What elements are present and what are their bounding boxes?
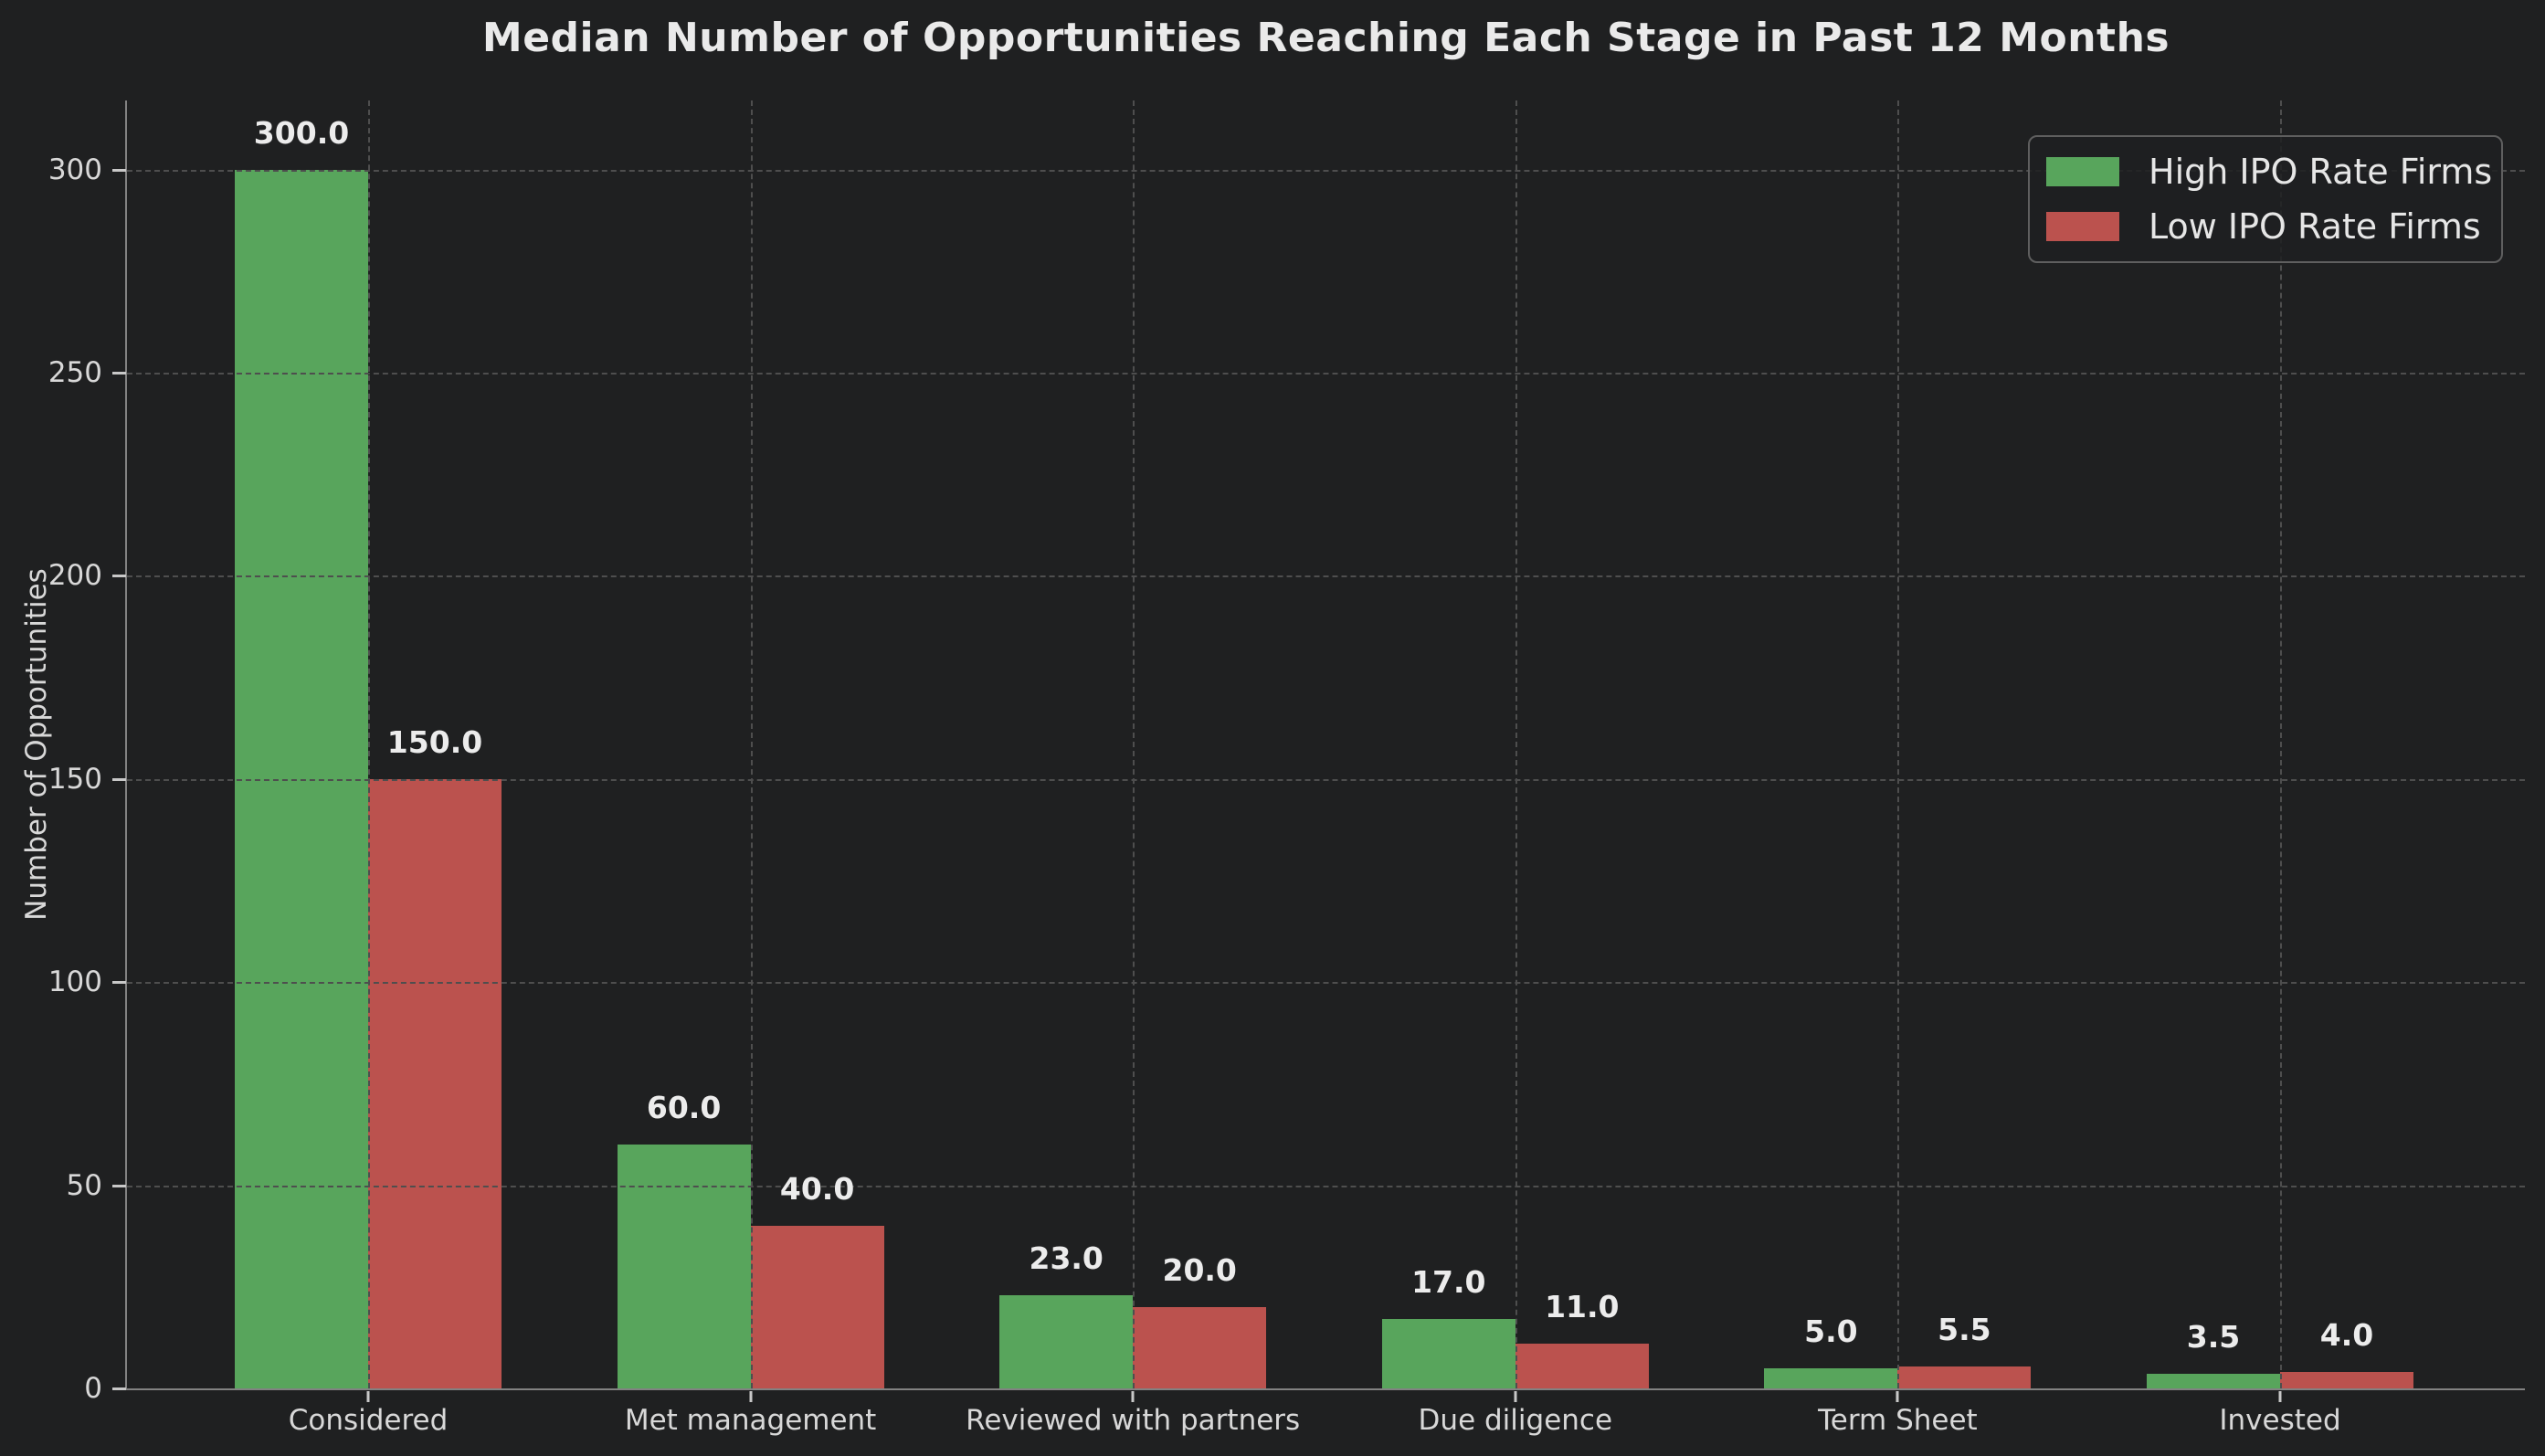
- bar-value-label: 20.0: [1162, 1252, 1237, 1289]
- legend-swatch-high-ipo: [2046, 157, 2119, 186]
- bar-value-label: 17.0: [1411, 1264, 1486, 1301]
- legend: High IPO Rate Firms Low IPO Rate Firms: [2028, 135, 2503, 263]
- legend-label-high-ipo: High IPO Rate Firms: [2149, 152, 2493, 192]
- y-tick-mark: [112, 575, 126, 578]
- y-tick-label: 0: [84, 1372, 102, 1405]
- bar-value-label: 5.0: [1804, 1313, 1858, 1349]
- bar-low-ipo: [1133, 1307, 1267, 1388]
- gridline-vertical: [1515, 100, 1517, 1388]
- x-tick-label: Due diligence: [1418, 1404, 1613, 1437]
- y-tick-mark: [112, 168, 126, 172]
- y-tick-mark: [112, 777, 126, 781]
- x-tick-label: Invested: [2219, 1404, 2341, 1437]
- bar-value-label: 5.5: [1938, 1311, 1991, 1347]
- gridline-vertical: [750, 100, 753, 1388]
- bar-value-label: 4.0: [2319, 1317, 2374, 1354]
- bar-high-ipo: [1764, 1367, 1898, 1388]
- legend-swatch-low-ipo: [2046, 212, 2119, 241]
- gridline-horizontal: [127, 373, 2525, 375]
- chart-title: Median Number of Opportunities Reaching …: [481, 15, 2170, 61]
- legend-item-high-ipo: High IPO Rate Firms: [2046, 148, 2492, 195]
- bar-low-ipo: [2280, 1372, 2413, 1388]
- x-tick-mark: [749, 1391, 753, 1402]
- plot-area: 300.0 60.0 23.0 17.0 5.0 3.5 150.0 40.0 20.0 11.0…: [127, 100, 2525, 1388]
- y-tick-label: 150: [48, 762, 102, 796]
- gridline-vertical: [1897, 100, 1900, 1388]
- y-tick-mark: [112, 1387, 126, 1390]
- x-tick-mark: [1896, 1391, 1899, 1402]
- gridline-horizontal: [127, 982, 2525, 985]
- x-tick-label: Met management: [624, 1404, 877, 1437]
- x-tick-label: Reviewed with partners: [966, 1404, 1301, 1437]
- y-tick-label: 100: [48, 965, 102, 999]
- y-tick-label: 200: [48, 559, 102, 593]
- y-tick-mark: [112, 981, 126, 985]
- y-tick-mark: [112, 1184, 126, 1187]
- bar-low-ipo: [750, 1226, 884, 1388]
- bar-value-label: 60.0: [646, 1090, 722, 1126]
- bar-value-label: 3.5: [2186, 1319, 2241, 1356]
- y-tick-label: 50: [66, 1168, 102, 1202]
- gridline-vertical: [2280, 100, 2282, 1388]
- bar-value-label: 300.0: [253, 114, 350, 151]
- bar-value-label: 11.0: [1545, 1289, 1620, 1325]
- x-tick-mark: [2278, 1391, 2282, 1402]
- gridline-horizontal: [127, 169, 2525, 172]
- bar-high-ipo: [617, 1145, 751, 1388]
- x-tick-label: Term Sheet: [1818, 1404, 1978, 1437]
- gridline-horizontal: [127, 575, 2525, 578]
- legend-item-low-ipo: Low IPO Rate Firms: [2046, 203, 2485, 250]
- y-axis-label: Number of Opportunities: [20, 568, 53, 921]
- bar-low-ipo: [1515, 1344, 1649, 1388]
- y-axis-spine: [125, 100, 127, 1390]
- bar-value-label: 40.0: [779, 1171, 855, 1208]
- y-tick-label: 300: [48, 153, 102, 186]
- bar-high-ipo: [999, 1294, 1134, 1388]
- bar-high-ipo: [1381, 1319, 1515, 1388]
- bar-high-ipo: [2147, 1374, 2280, 1388]
- x-tick-label: Considered: [288, 1404, 449, 1437]
- legend-label-low-ipo: Low IPO Rate Firms: [2149, 206, 2481, 247]
- x-tick-mark: [366, 1391, 370, 1402]
- y-tick-mark: [112, 372, 126, 375]
- gridline-horizontal: [127, 1185, 2525, 1187]
- x-tick-mark: [1131, 1391, 1135, 1402]
- gridline-vertical: [1133, 100, 1135, 1388]
- y-tick-label: 250: [48, 356, 102, 389]
- x-axis-spine: [125, 1388, 2525, 1390]
- bar-low-ipo: [368, 778, 502, 1388]
- gridline-horizontal: [127, 778, 2525, 781]
- bar-value-label: 150.0: [386, 723, 483, 760]
- x-tick-mark: [1514, 1391, 1517, 1402]
- bar-value-label: 23.0: [1029, 1240, 1104, 1276]
- bar-low-ipo: [1897, 1366, 2032, 1388]
- gridline-vertical: [368, 100, 370, 1388]
